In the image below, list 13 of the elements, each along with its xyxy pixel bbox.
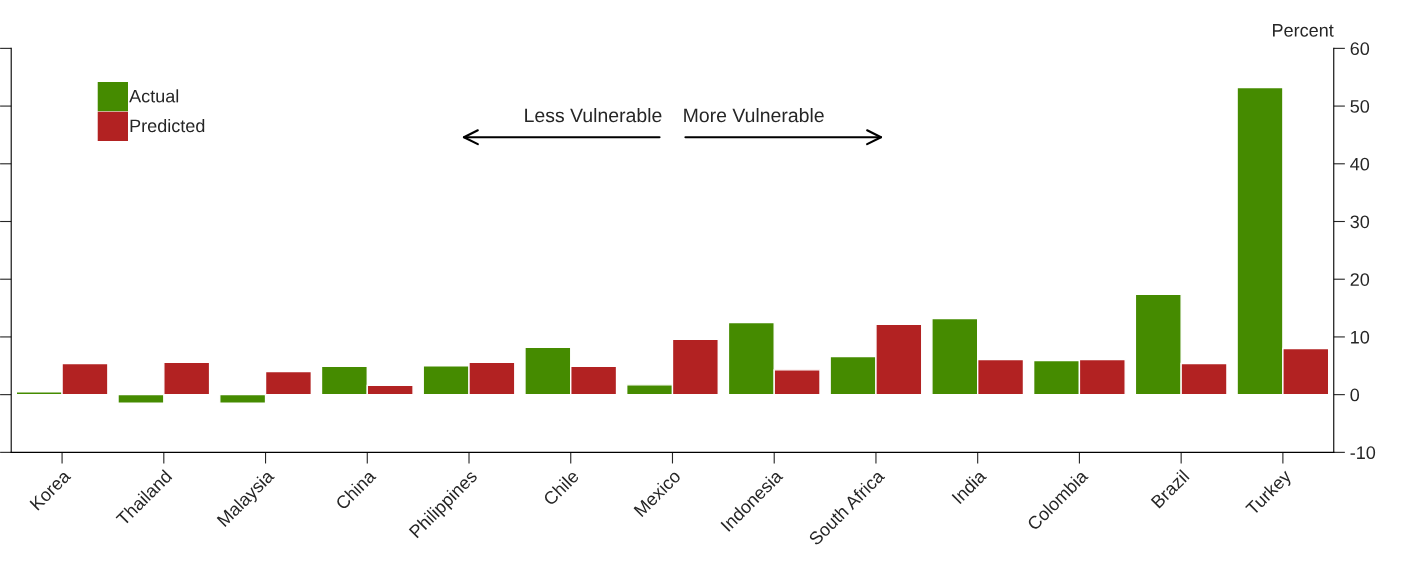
y-tick-label: 60 [1350,42,1370,56]
y-tick-label: 30 [1350,215,1370,229]
y-tick-label: 20 [1350,273,1370,286]
annotation: More Vulnerable [684,107,824,123]
y-axis-title: Percent [1273,24,1334,37]
legend-label: Actual [129,89,179,103]
legend-label: Predicted [130,118,205,133]
y-tick-label: 0 [1350,388,1360,402]
y-tick-label: 10 [1351,330,1370,344]
y-tick-label: -10 [1350,446,1376,460]
annotation: Less Vulnerable [525,107,662,123]
y-tick-label: 40 [1350,157,1370,171]
y-tick-label: 50 [1350,100,1370,113]
